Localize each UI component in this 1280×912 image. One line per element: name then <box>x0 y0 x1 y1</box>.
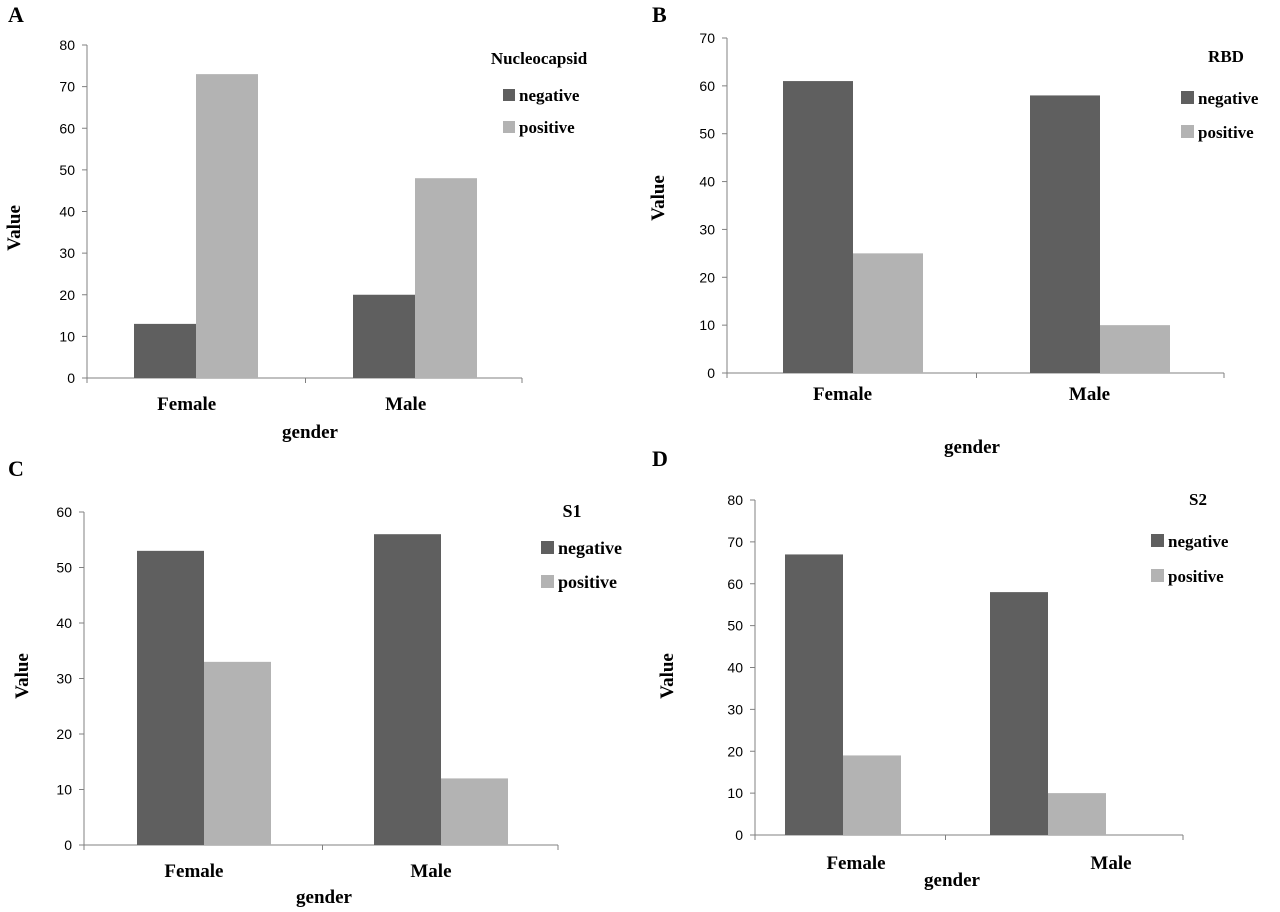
x-tick-label: Female <box>813 384 872 405</box>
bar-positive-female <box>196 74 258 378</box>
y-axis-title: Value <box>12 653 33 699</box>
bar-positive-female <box>204 661 271 845</box>
legend-swatch-positive <box>503 121 515 133</box>
x-axis-title: gender <box>282 422 339 443</box>
legend-label-negative: negative <box>519 86 580 105</box>
chart-panel-b: B 0 10 20 30 40 50 60 70 Female Male gender Value RBD… <box>648 2 1259 458</box>
y-tick-label: 10 <box>699 317 715 333</box>
chart-panel-a: A 0 10 20 30 40 50 60 70 80 Female Male gender Value N… <box>4 2 588 443</box>
chart-title: RBD <box>1208 47 1244 66</box>
bar-positive-male <box>415 178 477 378</box>
bar-positive-male <box>1048 793 1106 835</box>
y-tick-label: 0 <box>67 370 75 386</box>
x-axis-title: gender <box>296 887 353 908</box>
y-tick-label: 80 <box>59 37 75 53</box>
x-axis-title: gender <box>924 870 981 891</box>
y-tick-label: 50 <box>727 618 743 634</box>
panel-label: B <box>652 2 667 27</box>
x-tick-label: Male <box>385 394 426 415</box>
legend-swatch-negative <box>1151 534 1164 547</box>
x-axis-title: gender <box>944 437 1001 458</box>
y-tick-label: 10 <box>727 785 743 801</box>
legend-label-positive: positive <box>519 118 575 137</box>
y-tick-label: 20 <box>727 743 743 759</box>
bar-negative-female <box>134 323 196 378</box>
x-tick-label: Female <box>164 861 223 882</box>
y-tick-label: 40 <box>699 174 715 190</box>
legend-label-negative: negative <box>558 538 622 558</box>
y-tick-label: 60 <box>699 78 715 94</box>
y-tick-label: 10 <box>56 782 72 798</box>
y-tick-label: 50 <box>699 126 715 142</box>
chart-panel-d: D 0 10 20 30 40 50 60 70 80 Female Male gender Value S… <box>652 446 1229 891</box>
chart-panel-c: C 0 10 20 30 40 50 60 Female Male gender Value S1 neg… <box>8 456 622 908</box>
legend-swatch-negative <box>503 89 515 101</box>
y-tick-label: 30 <box>56 671 72 687</box>
bar-positive-male <box>441 778 508 845</box>
y-tick-label: 50 <box>56 560 72 576</box>
bar-negative-male <box>374 534 441 845</box>
x-tick-label: Female <box>157 394 216 415</box>
bar-negative-male <box>990 592 1048 835</box>
y-tick-label: 80 <box>727 492 743 508</box>
y-tick-label: 0 <box>64 837 72 853</box>
legend-swatch-negative <box>1181 91 1194 104</box>
y-tick-label: 40 <box>59 204 75 220</box>
panel-label: C <box>8 456 24 481</box>
y-tick-label: 20 <box>59 287 75 303</box>
panel-label: A <box>8 2 24 27</box>
legend-swatch-positive <box>541 575 554 588</box>
bar-positive-male <box>1100 325 1170 373</box>
bar-negative-male <box>1030 95 1100 373</box>
x-tick-label: Male <box>410 861 451 882</box>
y-tick-label: 10 <box>59 328 75 344</box>
legend-swatch-positive <box>1151 569 1164 582</box>
y-tick-label: 0 <box>735 827 743 843</box>
legend-label-positive: positive <box>558 572 617 592</box>
bar-negative-male <box>353 294 415 378</box>
y-tick-label: 70 <box>699 30 715 46</box>
y-tick-label: 70 <box>59 79 75 95</box>
bar-negative-female <box>783 81 853 374</box>
bar-positive-female <box>853 253 923 373</box>
bar-positive-female <box>843 755 901 835</box>
y-tick-label: 30 <box>59 245 75 261</box>
y-tick-label: 60 <box>727 576 743 592</box>
legend-swatch-negative <box>541 541 554 554</box>
y-tick-label: 20 <box>699 269 715 285</box>
x-tick-label: Female <box>826 853 885 874</box>
bar-negative-female <box>785 554 843 835</box>
bar-negative-female <box>137 550 204 845</box>
y-tick-label: 50 <box>59 162 75 178</box>
legend-swatch-positive <box>1181 125 1194 138</box>
legend-label-negative: negative <box>1168 532 1229 551</box>
y-tick-label: 20 <box>56 726 72 742</box>
y-tick-label: 30 <box>699 221 715 237</box>
legend-label-positive: positive <box>1198 123 1254 142</box>
x-tick-label: Male <box>1069 384 1110 405</box>
chart-title: S2 <box>1189 490 1207 509</box>
y-axis-title: Value <box>4 205 25 251</box>
y-tick-label: 0 <box>707 365 715 381</box>
x-tick-label: Male <box>1090 853 1131 874</box>
y-tick-label: 70 <box>727 534 743 550</box>
chart-title: S1 <box>562 501 581 521</box>
y-tick-label: 60 <box>59 120 75 136</box>
y-axis-title: Value <box>648 175 669 221</box>
chart-title: Nucleocapsid <box>491 49 588 68</box>
legend-label-positive: positive <box>1168 567 1224 586</box>
y-axis-title: Value <box>657 653 678 699</box>
panel-label: D <box>652 446 668 471</box>
legend-label-negative: negative <box>1198 89 1259 108</box>
y-tick-label: 40 <box>56 615 72 631</box>
y-tick-label: 40 <box>727 660 743 676</box>
y-tick-label: 60 <box>56 504 72 520</box>
y-tick-label: 30 <box>727 701 743 717</box>
